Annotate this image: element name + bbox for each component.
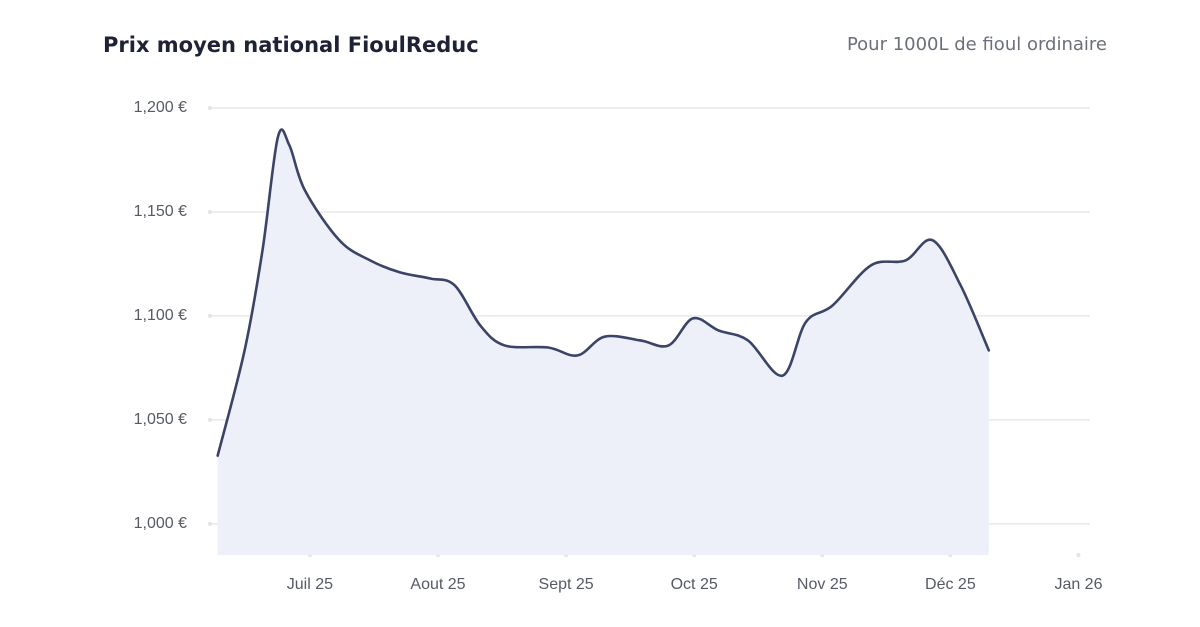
x-tick-label: Oct 25	[671, 576, 718, 593]
tick-mark	[208, 209, 212, 214]
tick-mark	[208, 106, 212, 110]
x-tick-label: Juil 25	[287, 576, 333, 593]
x-tick-label: Sept 25	[539, 576, 594, 593]
x-tick-label: Nov 25	[797, 576, 848, 593]
y-tick-label: 1,150 €	[134, 203, 187, 220]
y-tick-label: 1,050 €	[134, 411, 187, 428]
x-tick-label: Déc 25	[925, 576, 976, 593]
y-tick-label: 1,100 €	[134, 307, 187, 324]
line	[216, 128, 991, 457]
tick-mark	[208, 521, 212, 526]
tick-mark	[1076, 553, 1081, 557]
chart-subtitle: Pour 1000L de fioul ordinaire	[847, 34, 1107, 55]
chart-title: Prix moyen national FioulReduc	[103, 33, 479, 57]
tick-mark	[208, 313, 212, 318]
area-fill	[217, 129, 989, 555]
y-tick-label: 1,200 €	[134, 99, 187, 116]
x-tick-label: Aout 25	[410, 576, 465, 593]
x-tick-label: Jan 26	[1054, 576, 1102, 593]
tick-mark	[208, 417, 212, 422]
y-tick-label: 1,000 €	[134, 515, 187, 532]
